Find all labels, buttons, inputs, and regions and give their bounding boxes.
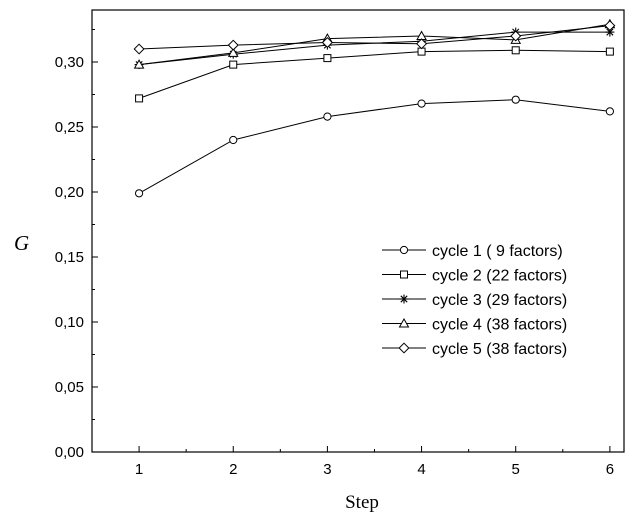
data-point-circle — [134, 189, 144, 198]
data-point-triangle — [133, 59, 145, 69]
series-line-cycle-4 — [139, 23, 610, 66]
data-point-square — [511, 46, 520, 55]
x-axis-title: Step — [345, 492, 379, 513]
y-tick-label: 0,00 — [55, 444, 84, 461]
legend-label: cycle 2 (22 factors) — [432, 268, 567, 285]
data-point-diamond — [133, 43, 145, 55]
data-point-square — [323, 54, 332, 63]
data-point-diamond — [510, 30, 522, 42]
y-tick-label: 0,25 — [55, 119, 84, 136]
data-point-circle — [605, 107, 614, 116]
legend-label: cycle 4 (38 factors) — [432, 317, 567, 334]
series-line-cycle-1 — [138, 99, 610, 194]
x-tick-label: 2 — [229, 461, 237, 478]
series-group — [133, 18, 616, 198]
legend-label: cycle 3 (29 factors) — [432, 292, 567, 309]
data-point-circle — [417, 99, 426, 108]
data-point-square — [229, 60, 238, 69]
y-tick-label: 0,30 — [55, 54, 84, 71]
y-axis-title: G — [14, 231, 29, 255]
legend-label: cycle 5 (38 factors) — [432, 341, 567, 358]
legend-marker-star — [399, 294, 409, 304]
data-point-square — [135, 94, 144, 103]
data-point-square — [605, 47, 614, 56]
legend-marker-square — [400, 270, 408, 279]
data-point-circle — [323, 112, 332, 121]
legend-marker-diamond — [398, 342, 410, 354]
y-tick-label: 0,10 — [55, 314, 84, 331]
axis-ticks: 1 2 3 4 5 6 0,00 0,05 0,10 0,15 0,20 0,25 0,30 — [55, 29, 614, 478]
x-tick-label: 3 — [323, 461, 331, 478]
y-tick-label: 0,15 — [55, 249, 84, 266]
data-point-circle — [511, 95, 520, 104]
legend-marker-circle — [399, 245, 409, 255]
y-tick-label: 0,20 — [55, 184, 84, 201]
series-line-cycle-5 — [139, 25, 610, 50]
data-point-diamond — [227, 39, 239, 51]
x-tick-label: 1 — [135, 461, 143, 478]
legend-label: cycle 1 ( 9 factors) — [432, 243, 563, 260]
data-point-diamond — [604, 20, 616, 32]
legend: cycle 1 ( 9 factors) cycle 2 (22 factors)… — [382, 243, 567, 358]
x-tick-label: 5 — [512, 461, 520, 478]
data-point-triangle — [227, 47, 239, 57]
data-point-diamond — [416, 38, 428, 50]
x-tick-label: 4 — [417, 461, 425, 478]
x-tick-label: 6 — [606, 461, 614, 478]
series-line-cycle-2 — [138, 49, 610, 99]
data-point-circle — [229, 135, 238, 145]
data-point-diamond — [321, 36, 333, 49]
y-tick-label: 0,05 — [55, 379, 84, 396]
legend-marker-triangle — [398, 317, 410, 328]
plot-frame — [91, 9, 625, 453]
